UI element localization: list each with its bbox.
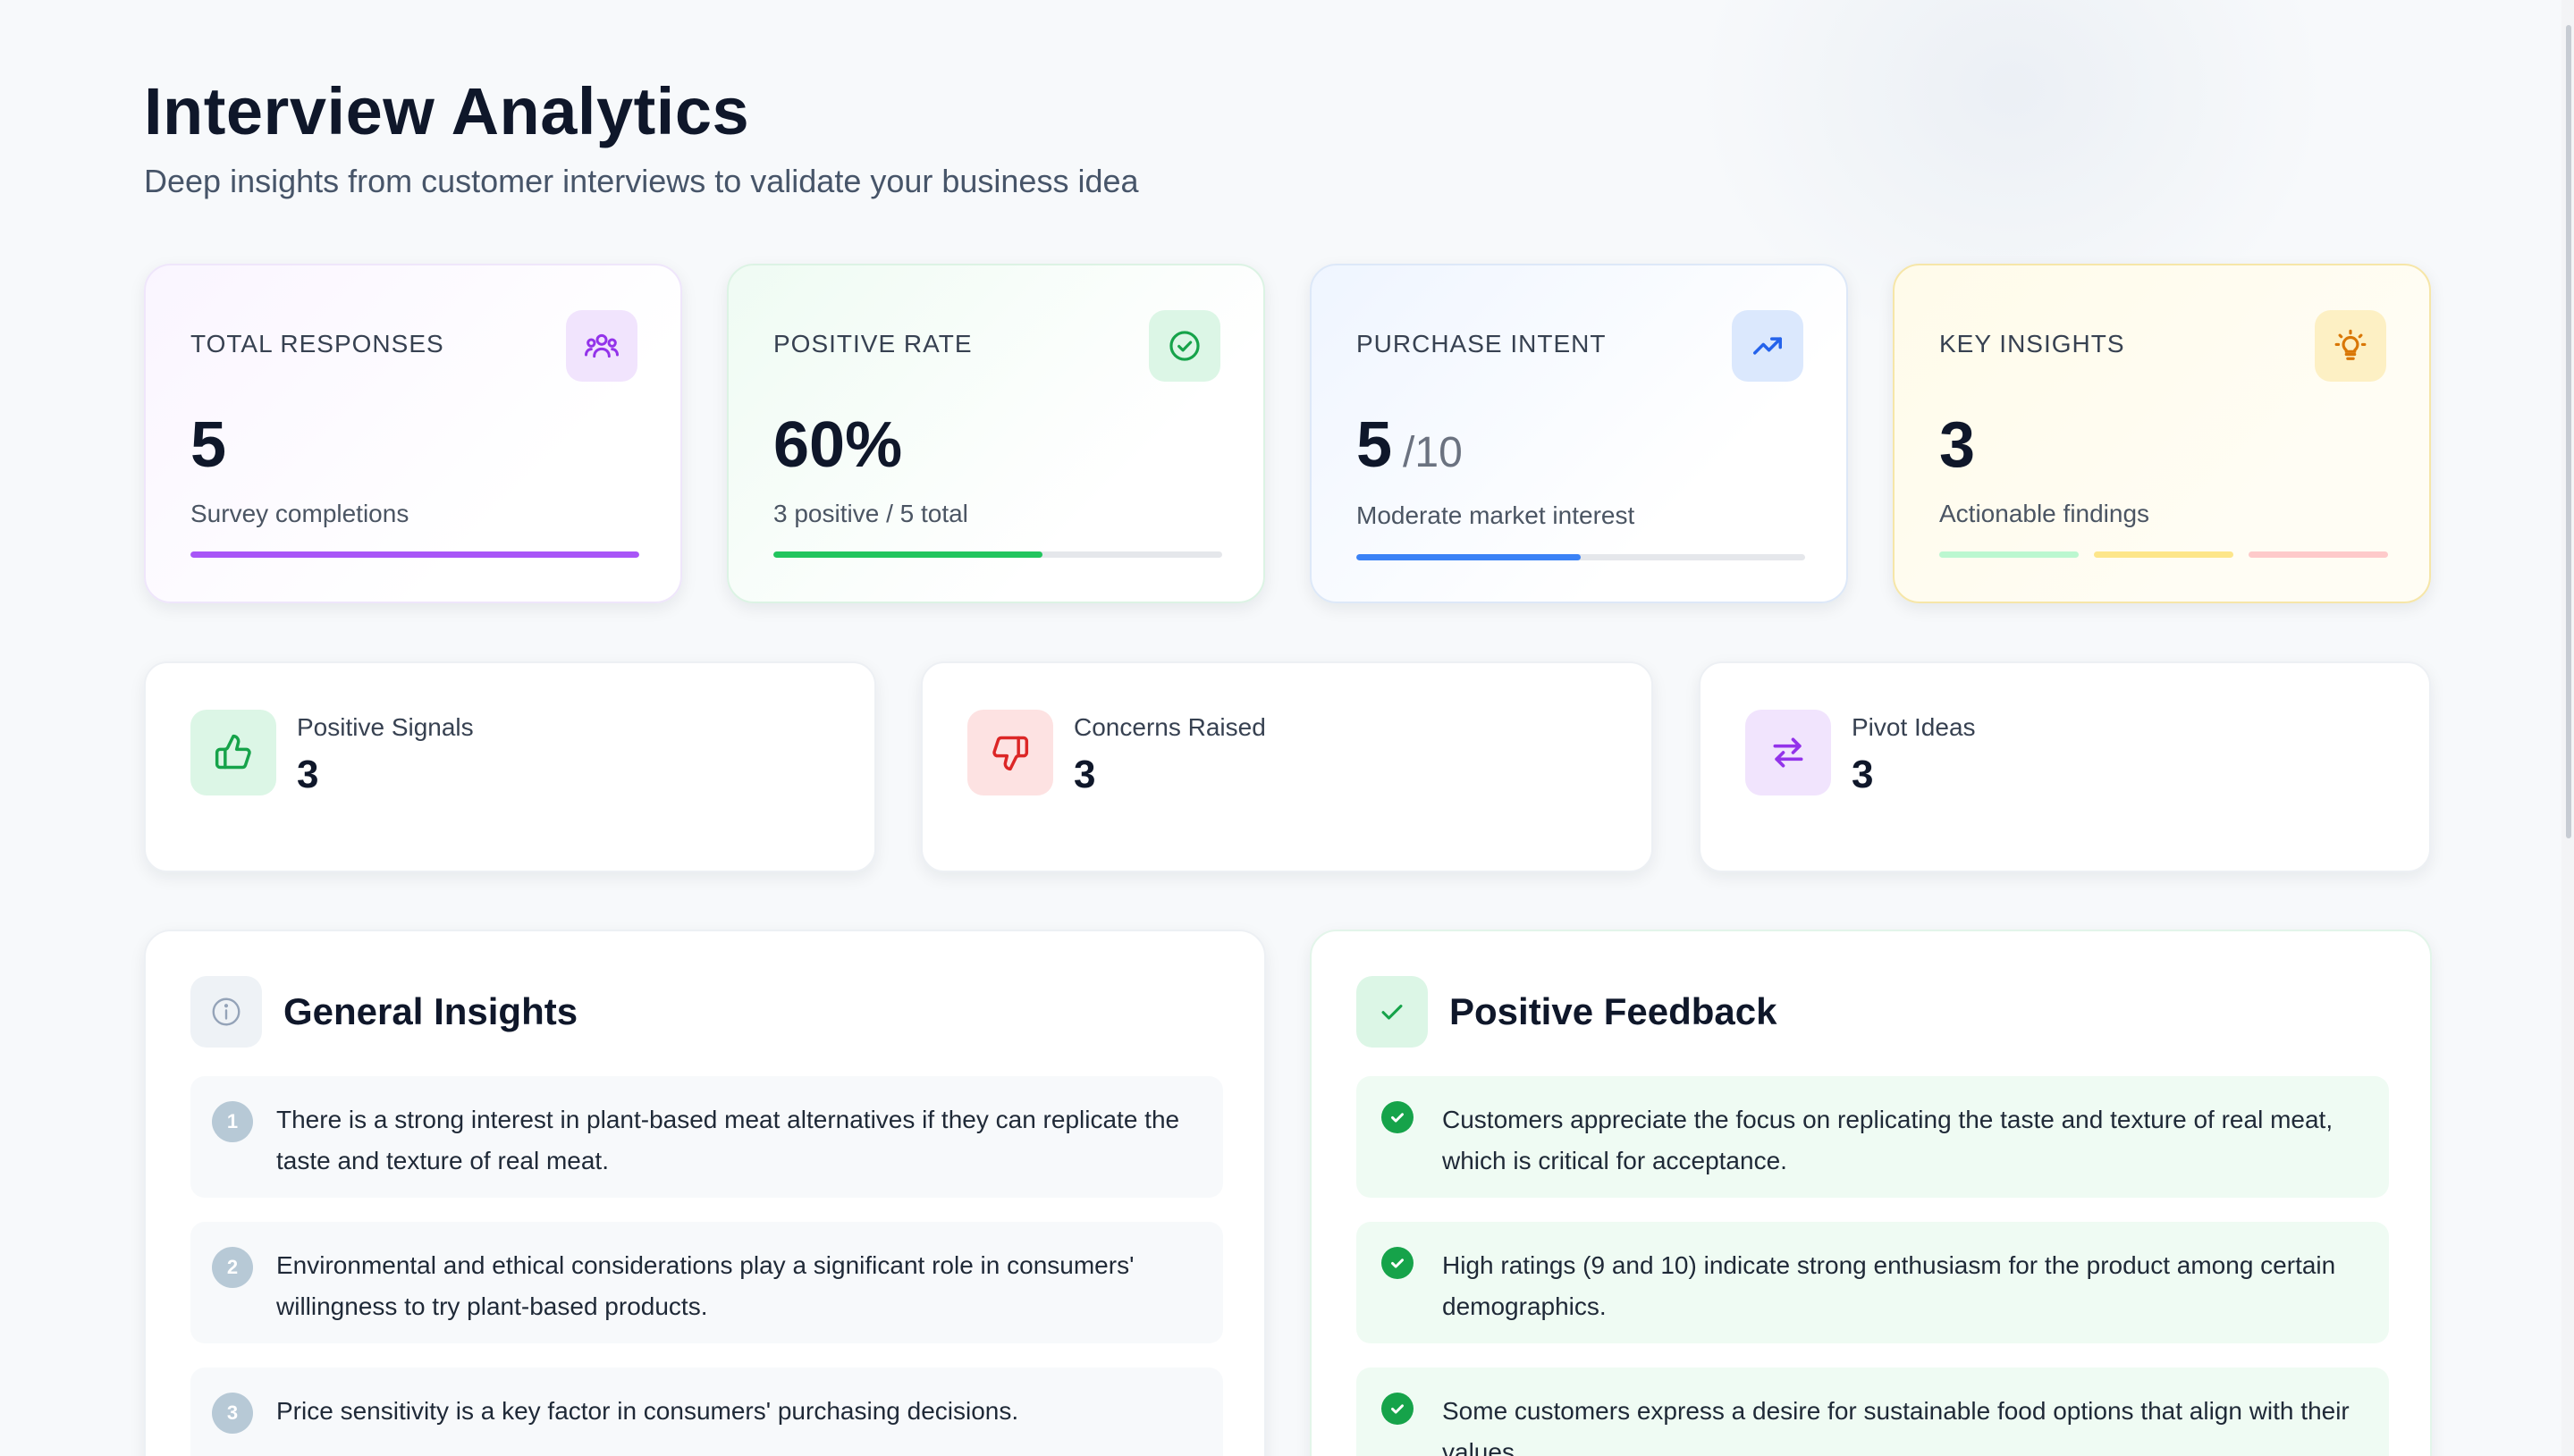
signal-value: 3	[297, 753, 319, 796]
check-circle-icon	[1381, 1247, 1414, 1279]
stat-description: Survey completions	[190, 500, 409, 527]
insight-bars	[1939, 551, 2388, 558]
insight-bar-3	[2249, 551, 2388, 558]
panel-title: General Insights	[283, 990, 578, 1032]
item-text: Some customers express a desire for sust…	[1442, 1397, 2350, 1456]
progress-fill	[773, 551, 1043, 558]
info-icon	[190, 976, 262, 1048]
signal-card-concerns: Concerns Raised 3	[921, 661, 1653, 872]
stat-description: 3 positive / 5 total	[773, 500, 968, 527]
item-text: High ratings (9 and 10) indicate strong …	[1442, 1251, 2336, 1320]
signal-card-pivots: Pivot Ideas 3	[1699, 661, 2431, 872]
progress-fill	[1356, 554, 1581, 560]
stat-label: PURCHASE INTENT	[1356, 330, 1607, 358]
list-item: 1 There is a strong interest in plant-ba…	[190, 1076, 1223, 1198]
positive-feedback-panel: Positive Feedback Customers appreciate t…	[1310, 930, 2432, 1456]
item-number: 1	[212, 1101, 253, 1142]
list-item: Some customers express a desire for sust…	[1356, 1368, 2389, 1456]
item-text: Price sensitivity is a key factor in con…	[276, 1397, 1019, 1425]
list-item: 2 Environmental and ethical consideratio…	[190, 1222, 1223, 1343]
page-scrollbar[interactable]	[2561, 0, 2574, 1456]
progress-fill	[190, 551, 639, 558]
progress-bar	[1356, 554, 1805, 560]
users-icon	[566, 310, 637, 382]
stat-label: TOTAL RESPONSES	[190, 330, 444, 358]
panel-header: General Insights	[190, 976, 578, 1048]
check-icon	[1356, 976, 1428, 1048]
page-subtitle: Deep insights from customer interviews t…	[144, 163, 1139, 199]
item-text: Customers appreciate the focus on replic…	[1442, 1106, 2333, 1174]
stat-value-suffix: /10	[1403, 429, 1463, 476]
stat-description: Actionable findings	[1939, 500, 2150, 527]
signal-value: 3	[1074, 753, 1096, 796]
general-insights-panel: General Insights 1 There is a strong int…	[144, 930, 1266, 1456]
arrows-swap-icon	[1745, 710, 1831, 795]
stat-value: 5/10	[1356, 409, 1463, 481]
progress-bar	[773, 551, 1222, 558]
insight-bar-2	[2094, 551, 2233, 558]
stat-value: 60%	[773, 409, 903, 481]
lightbulb-icon	[2315, 310, 2386, 382]
signal-label: Concerns Raised	[1074, 713, 1266, 741]
stat-description: Moderate market interest	[1356, 501, 1635, 529]
scrollbar-thumb[interactable]	[2566, 25, 2571, 838]
insights-list: 1 There is a strong interest in plant-ba…	[190, 1076, 1223, 1456]
check-circle-icon	[1149, 310, 1220, 382]
thumbs-up-icon	[190, 710, 276, 795]
list-item: 3 Price sensitivity is a key factor in c…	[190, 1368, 1223, 1456]
stat-label: POSITIVE RATE	[773, 330, 973, 358]
item-text: Environmental and ethical considerations…	[276, 1251, 1135, 1320]
thumbs-down-icon	[967, 710, 1053, 795]
check-circle-icon	[1381, 1101, 1414, 1133]
progress-bar	[190, 551, 639, 558]
stat-card-positive-rate: POSITIVE RATE 60% 3 positive / 5 total	[727, 264, 1265, 603]
item-text: There is a strong interest in plant-base…	[276, 1106, 1180, 1174]
stat-card-key-insights: KEY INSIGHTS 3 Actionable findings	[1893, 264, 2431, 603]
item-number: 3	[212, 1393, 253, 1434]
stat-value: 5	[190, 409, 227, 481]
panel-header: Positive Feedback	[1356, 976, 1777, 1048]
panel-title: Positive Feedback	[1449, 990, 1777, 1032]
trending-up-icon	[1732, 310, 1803, 382]
item-number: 2	[212, 1247, 253, 1288]
signal-label: Pivot Ideas	[1852, 713, 1976, 741]
signal-label: Positive Signals	[297, 713, 474, 741]
list-item: High ratings (9 and 10) indicate strong …	[1356, 1222, 2389, 1343]
feedback-list: Customers appreciate the focus on replic…	[1356, 1076, 2389, 1456]
list-item: Customers appreciate the focus on replic…	[1356, 1076, 2389, 1198]
page-title: Interview Analytics	[144, 74, 750, 148]
insight-bar-1	[1939, 551, 2079, 558]
stat-card-total-responses: TOTAL RESPONSES 5 Survey completions	[144, 264, 682, 603]
check-circle-icon	[1381, 1393, 1414, 1425]
signal-value: 3	[1852, 753, 1874, 796]
stat-card-purchase-intent: PURCHASE INTENT 5/10 Moderate market int…	[1310, 264, 1848, 603]
stat-label: KEY INSIGHTS	[1939, 330, 2125, 358]
stat-value: 3	[1939, 409, 1976, 481]
signal-card-positive: Positive Signals 3	[144, 661, 876, 872]
